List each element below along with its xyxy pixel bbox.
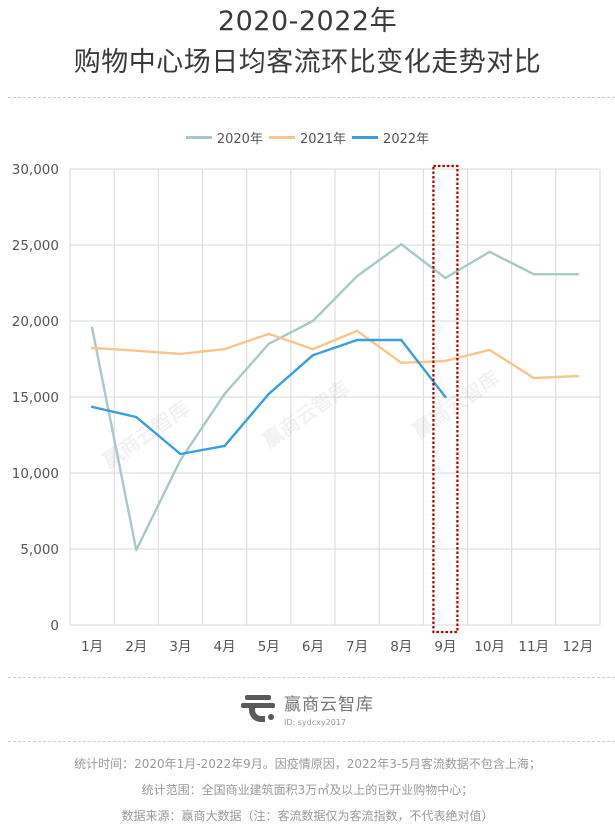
series-line-2020 (90, 243, 578, 552)
data-point (311, 347, 315, 351)
legend-item-2020: 2020年 (185, 128, 263, 147)
watermark-text: 赢商云智库 (408, 366, 504, 443)
watermarks: 赢商云智库 赢商云智库 赢商云智库 (98, 366, 504, 473)
data-point (400, 361, 403, 364)
legend-item-2022: 2022年 (352, 128, 429, 147)
data-point (267, 342, 270, 345)
data-point (267, 332, 270, 336)
legend-label-2021: 2021年 (299, 132, 347, 147)
annotations (432, 164, 459, 634)
x-tick-label: 12月 (563, 639, 594, 655)
x-tick-label: 8月 (390, 639, 412, 655)
data-point (576, 272, 580, 276)
data-point (135, 415, 138, 419)
y-tick-label: 30,000 (12, 162, 59, 178)
x-axis-ticks: 1月 2月 3月 4月 5月 6月 7月 8月 9月 10月 11月 12月 (81, 639, 593, 655)
brand-top-divider (8, 677, 615, 678)
x-tick-label: 7月 (346, 639, 368, 655)
data-point (488, 250, 491, 254)
data-point (223, 444, 226, 448)
y-tick-label: 25,000 (12, 238, 59, 254)
legend-swatch-2021 (268, 136, 295, 139)
highlight-box-9月 (432, 164, 459, 634)
chart-title-line2: 购物中心场日均客流环比变化走势对比 (73, 47, 542, 78)
data-point (444, 276, 447, 280)
data-point (444, 359, 447, 363)
watermark-text: 赢商云智库 (258, 376, 354, 453)
data-point (400, 338, 403, 342)
note-data-source: 数据来源：赢商大数据（注：客流数据仅为客流指数，不代表绝对值） (121, 809, 494, 823)
data-point (179, 352, 182, 356)
x-tick-label: 10月 (474, 639, 505, 655)
data-point (355, 329, 359, 333)
brand-block: 赢商云智库 ID: sydcxy2017 (240, 690, 374, 727)
data-point (400, 243, 403, 246)
x-tick-label: 4月 (214, 639, 236, 655)
data-point (311, 319, 315, 323)
data-point (532, 376, 535, 380)
legend-label-2020: 2020年 (216, 132, 263, 147)
data-point (223, 392, 226, 396)
data-point (135, 349, 138, 352)
y-tick-label: 20,000 (12, 314, 59, 330)
x-tick-label: 11月 (518, 639, 549, 655)
series-lines (90, 243, 580, 552)
legend-swatch-2022 (352, 136, 379, 139)
data-point (135, 548, 138, 552)
legend-item-2021: 2021年 (268, 128, 347, 147)
line-chart: 赢商云智库 赢商云智库 赢商云智库 0 5,000 10,000 15,000 20,000… (12, 162, 601, 655)
data-point (355, 338, 359, 342)
y-tick-label: 5,000 (20, 542, 59, 558)
x-tick-label: 9月 (434, 639, 456, 655)
x-tick-label: 2月 (125, 639, 147, 655)
y-axis-ticks: 0 5,000 10,000 15,000 20,000 25,000 30,000 (12, 162, 59, 634)
x-tick-label: 6月 (302, 639, 324, 655)
data-point (444, 395, 447, 399)
notes-top-divider (8, 741, 615, 742)
brand-id: ID: sydcxy2017 (284, 718, 346, 727)
data-point (576, 374, 580, 378)
data-point (311, 354, 315, 357)
data-point (179, 452, 182, 456)
brand-logo-icon (240, 692, 278, 726)
data-point (90, 346, 94, 350)
title-divider (8, 97, 615, 98)
y-tick-label: 15,000 (12, 390, 59, 406)
data-point (267, 392, 270, 396)
x-tick-label: 5月 (258, 639, 280, 655)
chart-title-line1: 2020-2022年 (217, 6, 398, 37)
data-point (179, 458, 182, 462)
legend-label-2022: 2022年 (383, 132, 430, 147)
x-tick-label: 3月 (169, 639, 191, 655)
data-point (90, 326, 94, 330)
x-tick-label: 1月 (81, 639, 103, 655)
brand-name: 赢商云智库 (284, 695, 374, 715)
data-point (532, 272, 535, 276)
y-tick-label: 10,000 (12, 466, 59, 482)
data-point (488, 348, 491, 352)
note-stat-time: 统计时间：2020年1月-2022年9月。因疫情原因，2022年3-5月客流数据… (74, 757, 541, 771)
note-stat-scope: 统计范围：全国商业建筑面积3万㎡及以上的已开业购物中心； (141, 783, 474, 797)
series-line-2021 (92, 329, 578, 380)
data-point (223, 347, 226, 351)
data-point (90, 405, 94, 409)
data-point (355, 274, 359, 278)
y-tick-label: 0 (50, 618, 59, 634)
grid-lines (69, 168, 601, 626)
chart-legend: 2020年 2021年 2022年 (0, 128, 615, 147)
legend-swatch-2020 (185, 136, 212, 139)
